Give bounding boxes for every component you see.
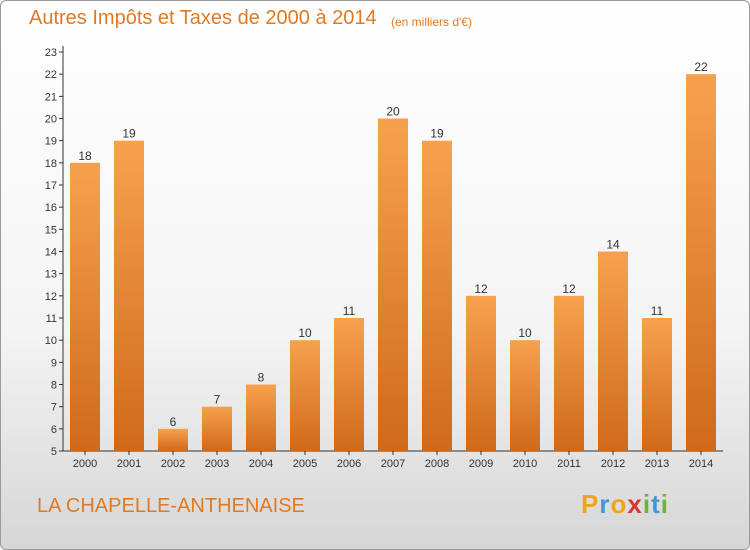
bar-2000 xyxy=(70,162,100,452)
value-label-2001: 19 xyxy=(122,127,136,141)
x-axis: 2000 2001 2002 2003 2004 2005 2006 2007 2008 2009… xyxy=(63,450,723,470)
x-tick-label: 2009 xyxy=(469,458,493,470)
x-tick-label: 2001 xyxy=(117,458,141,470)
y-tick-label: 8 xyxy=(51,380,57,392)
x-tick-label: 2002 xyxy=(161,458,185,470)
y-tick-label: 16 xyxy=(45,202,57,214)
bar-2009 xyxy=(466,295,496,451)
y-tick-label: 23 xyxy=(45,47,57,59)
y-tick-label: 19 xyxy=(45,136,57,148)
x-tick-label: 2010 xyxy=(513,458,537,470)
value-label-2002: 6 xyxy=(170,415,177,429)
x-tick-label: 2000 xyxy=(73,458,97,470)
value-label-2010: 10 xyxy=(518,326,532,340)
bar-2004 xyxy=(246,384,276,451)
bar-2001 xyxy=(114,140,144,451)
bar-2014 xyxy=(686,74,716,452)
y-tick-label: 6 xyxy=(51,424,57,436)
y-tick-label: 21 xyxy=(45,91,57,103)
value-label-2009: 12 xyxy=(474,282,488,296)
value-label-2005: 10 xyxy=(298,326,312,340)
bar-2010 xyxy=(510,340,540,451)
bar-2011 xyxy=(554,295,584,451)
chart-unit-label: (en milliers d'€) xyxy=(391,15,472,29)
y-tick-label: 9 xyxy=(51,357,57,369)
y-tick-label: 12 xyxy=(45,291,57,303)
bar-2008 xyxy=(422,140,452,451)
y-tick-label: 13 xyxy=(45,269,57,281)
value-label-2003: 7 xyxy=(214,393,221,407)
y-tick-label: 10 xyxy=(45,335,57,347)
value-label-2004: 8 xyxy=(258,371,265,385)
x-tick-label: 2003 xyxy=(205,458,229,470)
x-tick-label: 2012 xyxy=(601,458,625,470)
y-tick-label: 22 xyxy=(45,69,57,81)
bars xyxy=(70,74,716,452)
value-label-2012: 14 xyxy=(606,238,620,252)
proxiti-logo: Proxiti xyxy=(581,489,669,519)
y-tick-label: 14 xyxy=(45,247,57,259)
bar-2006 xyxy=(334,318,364,451)
bar-2007 xyxy=(378,118,408,451)
x-tick-label: 2008 xyxy=(425,458,449,470)
y-tick-label: 5 xyxy=(51,446,57,458)
x-tick-label: 2011 xyxy=(557,458,581,470)
bar-2005 xyxy=(290,340,320,451)
value-labels: 18 19 6 7 8 10 11 20 19 12 10 12 14 11 22 xyxy=(78,60,708,429)
commune-name: LA CHAPELLE-ANTHENAISE xyxy=(37,495,305,517)
y-axis: 5 6 7 8 9 10 11 12 13 14 15 16 17 18 19 20 21 22 23 xyxy=(45,46,64,458)
value-label-2008: 19 xyxy=(430,127,444,141)
value-label-2000: 18 xyxy=(78,149,92,163)
y-tick-label: 17 xyxy=(45,180,57,192)
bar-2012 xyxy=(598,251,628,451)
y-tick-label: 20 xyxy=(45,114,57,126)
x-tick-label: 2005 xyxy=(293,458,317,470)
y-tick-label: 11 xyxy=(46,313,57,325)
x-tick-label: 2006 xyxy=(337,458,361,470)
y-tick-label: 15 xyxy=(45,224,57,236)
y-tick-label: 7 xyxy=(51,402,57,414)
x-tick-label: 2014 xyxy=(689,458,713,470)
x-tick-label: 2013 xyxy=(645,458,669,470)
y-tick-label: 18 xyxy=(45,158,57,170)
value-label-2014: 22 xyxy=(694,60,708,74)
value-label-2007: 20 xyxy=(386,105,400,119)
bar-2003 xyxy=(202,406,232,451)
bar-2002 xyxy=(158,428,188,451)
chart-title: Autres Impôts et Taxes de 2000 à 2014 xyxy=(29,7,377,29)
x-tick-label: 2007 xyxy=(381,458,405,470)
x-tick-label: 2004 xyxy=(249,458,273,470)
value-label-2011: 12 xyxy=(562,282,576,296)
value-label-2013: 11 xyxy=(651,304,664,318)
value-label-2006: 11 xyxy=(343,304,356,318)
bar-2013 xyxy=(642,318,672,451)
